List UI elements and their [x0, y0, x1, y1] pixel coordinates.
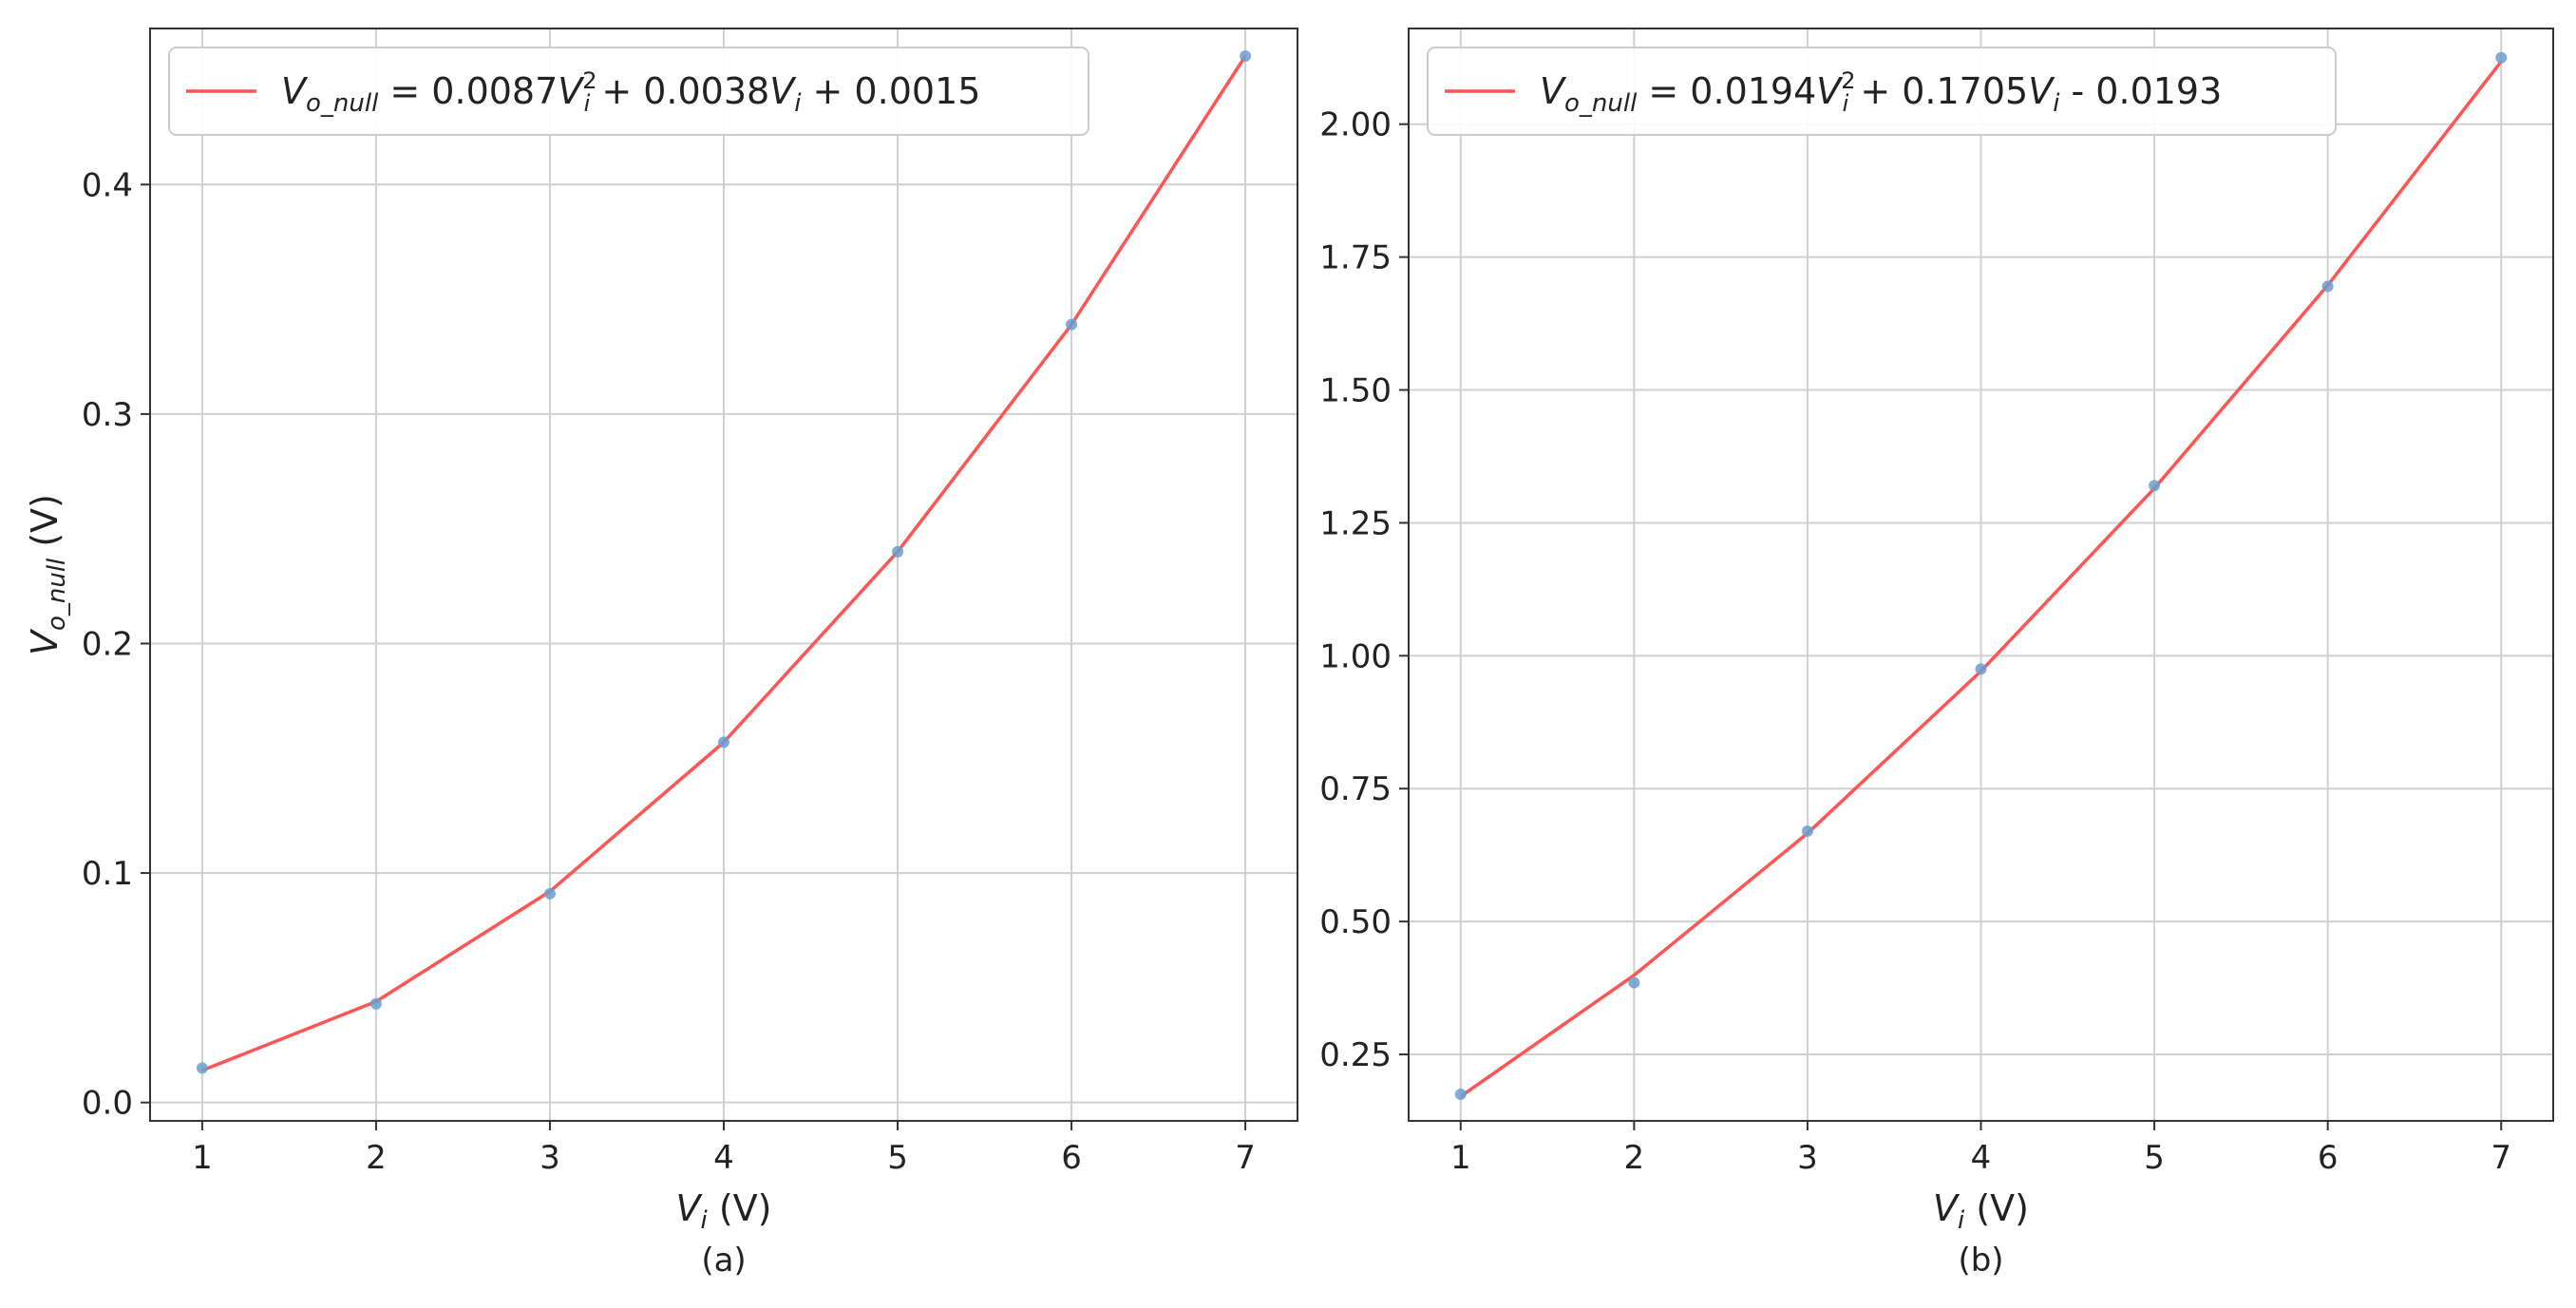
data-point	[892, 545, 904, 558]
x-tick-label: 2	[1624, 1139, 1645, 1177]
chart-panel-a: 1 2 3 4 5 6 7 0.0 0.1 0.2 0.3 0.4 Vi (V) Vo_null (V) V…	[24, 28, 1298, 1280]
data-point	[2321, 280, 2334, 293]
data-point	[718, 736, 729, 749]
legend-box	[168, 47, 1089, 136]
data-point	[1975, 663, 1987, 675]
data-point	[196, 1062, 208, 1074]
y-tick-label: 0.0	[82, 1085, 133, 1123]
data-point	[1628, 976, 1640, 989]
y-tick-label: 1.75	[1319, 239, 1392, 277]
y-tick-label: 0.1	[82, 855, 133, 893]
data-point	[1066, 318, 1078, 331]
y-axis-label: Vo_null (V)	[24, 494, 71, 655]
x-tick-label: 7	[2491, 1139, 2511, 1177]
legend: Vo_null = 0.0194V2 i + 0.1705Vi - 0.0193	[1427, 47, 2337, 136]
x-axis-label: Vi (V)	[676, 1187, 772, 1235]
data-point	[543, 887, 556, 900]
chart-panel-b: 1 2 3 4 5 6 7 0.25 0.50 0.75 1.00 1.25 1.50 1.75 2.00 V…	[1319, 28, 2554, 1280]
x-tick-label: 2	[366, 1139, 387, 1177]
y-tick-label: 0.4	[82, 166, 133, 204]
legend-box	[1427, 47, 2337, 136]
legend: Vo_null = 0.0087V2 i + 0.0038Vi + 0.0015	[168, 47, 1089, 136]
y-tick-label: 0.75	[1319, 770, 1392, 808]
y-tick-label: 0.50	[1319, 903, 1392, 941]
x-axis-label: Vi (V)	[1933, 1187, 2029, 1235]
y-tick-label: 1.50	[1319, 372, 1392, 410]
panel-caption: (b)	[1958, 1242, 2003, 1280]
data-point	[1801, 825, 1813, 838]
x-tick-label: 1	[1450, 1139, 1471, 1177]
panel-caption: (a)	[701, 1242, 746, 1280]
data-point	[2149, 480, 2161, 492]
x-tick-label: 4	[713, 1139, 734, 1177]
y-tick-label: 0.2	[82, 625, 133, 663]
x-tick-label: 1	[192, 1139, 213, 1177]
legend-label: Vo_null = 0.0087V2 i + 0.0038Vi + 0.0015	[281, 67, 980, 118]
x-tick-label: 6	[1061, 1139, 1082, 1177]
y-tick-label: 1.00	[1319, 637, 1392, 675]
legend-label: Vo_null = 0.0194V2 i + 0.1705Vi - 0.0193	[1540, 67, 2222, 118]
y-tick-label: 2.00	[1319, 106, 1392, 144]
x-tick-label: 3	[1797, 1139, 1818, 1177]
x-tick-label: 7	[1235, 1139, 1256, 1177]
y-tick-label: 0.3	[82, 396, 133, 434]
y-tick-label: 1.25	[1319, 504, 1392, 542]
x-tick-label: 4	[1971, 1139, 1992, 1177]
x-tick-label: 6	[2318, 1139, 2339, 1177]
data-point	[2495, 51, 2508, 64]
x-tick-label: 5	[887, 1139, 908, 1177]
x-tick-label: 3	[540, 1139, 560, 1177]
y-tick-label: 0.25	[1319, 1036, 1392, 1074]
data-point	[369, 997, 382, 1010]
x-tick-label: 5	[2144, 1139, 2165, 1177]
data-point	[1454, 1089, 1467, 1101]
data-point	[1240, 49, 1252, 62]
